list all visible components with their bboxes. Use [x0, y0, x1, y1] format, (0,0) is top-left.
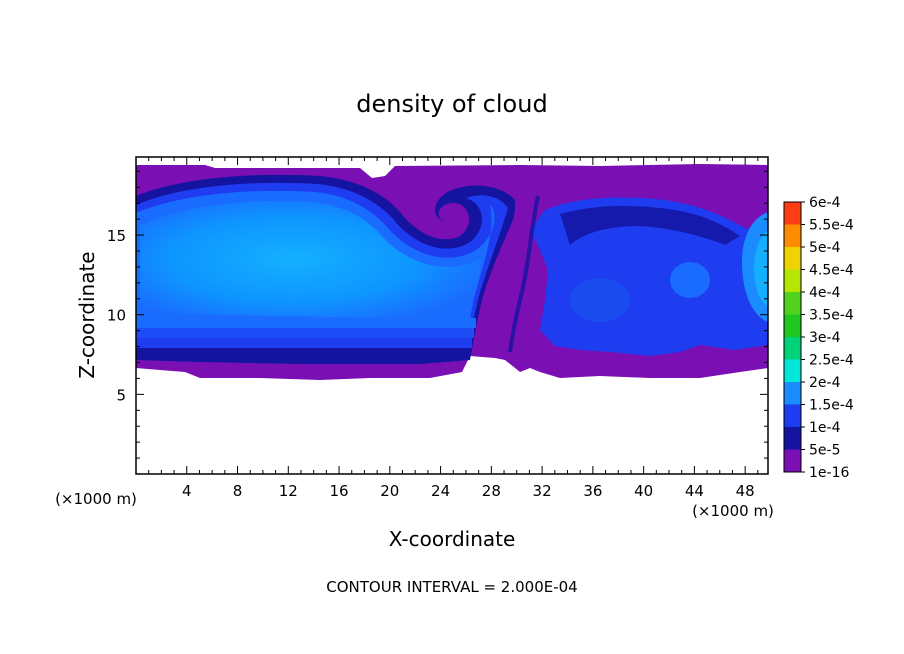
x-tick-label: 32 [533, 482, 552, 500]
x-tick-label: 24 [431, 482, 450, 500]
colorbar-label: 6e-4 [809, 195, 841, 211]
y-tick-label: 5 [116, 386, 126, 404]
x-axis-label: X-coordinate [389, 527, 516, 551]
turbulent-streak [485, 189, 523, 346]
chart-title: density of cloud [356, 90, 547, 118]
colorbar-label: 1.5e-4 [809, 398, 854, 414]
x-tick-label: 4 [182, 482, 192, 500]
colorbar-label: 3e-4 [809, 330, 841, 346]
x-unit-right: (×1000 m) [692, 502, 774, 520]
turbulent-patch [570, 278, 630, 322]
cloud-body-core [140, 200, 481, 318]
base-band-2 [136, 328, 474, 338]
plot-frame [135, 156, 769, 475]
colorbar-swatch [784, 247, 801, 270]
contour-interval-note: CONTOUR INTERVAL = 2.000E-04 [326, 578, 577, 596]
colorbar-legend: 1e-16 5e-5 1e-4 1.5e-4 2e-4 2.5e-4 3e-4 3.5e-4 4… [783, 195, 854, 481]
colorbar-swatch [784, 404, 801, 427]
colorbar-swatch [784, 269, 801, 292]
x-axis: 4 8 12 16 20 24 28 32 36 40 44 48 [148, 157, 759, 500]
base-band-4 [136, 348, 470, 356]
right-edge-blob-inner [754, 230, 768, 306]
colorbar-swatch [784, 224, 801, 247]
x-tick-label: 16 [330, 482, 349, 500]
colorbar-swatch [784, 292, 801, 315]
x-unit-left: (×1000 m) [55, 490, 137, 508]
colorbar-swatch [784, 382, 801, 405]
y-tick-label: 15 [107, 227, 126, 245]
base-band-1 [136, 318, 476, 328]
turbulent-region-dark [560, 206, 740, 245]
colorbar-label: 1e-4 [809, 420, 841, 436]
colorbar-swatch [784, 359, 801, 382]
colorbar-swatch [784, 337, 801, 360]
y-axis-label: Z-coordinate [75, 251, 99, 378]
y-axis: 5 10 15 [107, 170, 768, 459]
x-tick-label: 8 [233, 482, 243, 500]
x-tick-label: 12 [279, 482, 298, 500]
colorbar-label: 3.5e-4 [809, 308, 854, 324]
y-tick-label: 10 [107, 307, 126, 325]
x-tick-label: 36 [583, 482, 602, 500]
turbulent-streak-2 [508, 195, 540, 353]
colorbar-swatch [784, 314, 801, 337]
colorbar-label: 2.5e-4 [809, 353, 854, 369]
x-tick-label: 48 [736, 482, 755, 500]
colorbar-swatch [784, 449, 801, 472]
x-tick-label: 44 [685, 482, 704, 500]
colorbar-label: 4e-4 [809, 285, 841, 301]
colorbar-label: 5e-5 [809, 443, 840, 459]
colorbar-label: 4.5e-4 [809, 263, 854, 279]
colorbar-label: 5.5e-4 [809, 218, 854, 234]
turbulent-patch [670, 262, 710, 298]
x-tick-label: 20 [380, 482, 399, 500]
colorbar-label: 2e-4 [809, 375, 841, 391]
colorbar-swatch [784, 427, 801, 450]
colorbar-label: 1e-16 [809, 465, 849, 481]
colorbar-label: 5e-4 [809, 240, 841, 256]
colorbar-swatch [784, 202, 801, 225]
base-band-3 [136, 338, 472, 348]
cloud-field [136, 164, 768, 380]
x-tick-label: 40 [634, 482, 653, 500]
x-tick-label: 28 [482, 482, 501, 500]
